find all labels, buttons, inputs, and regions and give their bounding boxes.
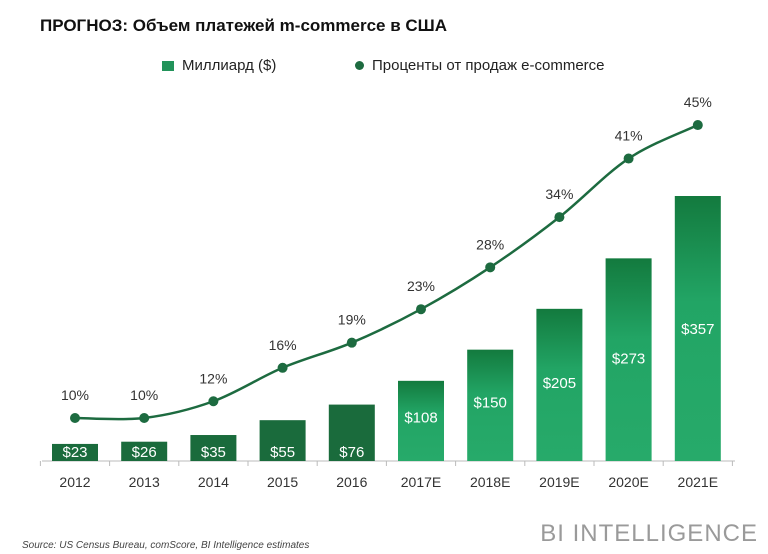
x-tick-label: 2020E — [608, 474, 648, 490]
brand-logo: BI INTELLIGENCE — [540, 520, 758, 547]
bar-2017E — [398, 380, 444, 461]
bar-2019E — [536, 308, 583, 461]
bar-label: $76 — [339, 444, 364, 461]
bar-label: $357 — [681, 321, 714, 338]
line-point — [139, 413, 150, 423]
line-point — [692, 120, 703, 131]
x-tick-label: 2019E — [539, 474, 579, 490]
line-label: 34% — [545, 186, 573, 202]
line-point — [208, 396, 219, 407]
legend-bar-label: Миллиард ($) — [182, 57, 277, 74]
bar-2021E — [674, 196, 721, 461]
line-label: 23% — [407, 278, 435, 294]
line-label: 16% — [269, 337, 297, 353]
line-label: 12% — [199, 370, 227, 386]
line-point — [554, 212, 565, 223]
x-tick-label: 2017E — [401, 474, 441, 490]
line-point — [416, 304, 426, 315]
line-label: 19% — [338, 312, 366, 328]
x-tick-label: 2021E — [678, 474, 718, 490]
bar-label: $26 — [132, 444, 157, 461]
bar-2012 — [52, 443, 98, 461]
line-point — [70, 413, 80, 423]
line-point — [485, 262, 496, 273]
bar-2020E — [605, 258, 652, 461]
series-line — [74, 123, 699, 421]
line-point — [623, 153, 634, 164]
bar-label: $35 — [201, 444, 226, 461]
line-label: 10% — [61, 387, 89, 403]
x-tick-label: 2018E — [470, 474, 510, 490]
legend-line-marker — [355, 61, 364, 70]
bar-label: $108 — [404, 410, 437, 427]
line-label: 10% — [130, 387, 158, 403]
chart-title: ПРОГНОЗ: Объем платежей m-commerce в США — [40, 16, 448, 35]
x-tick-label: 2012 — [59, 474, 90, 490]
line-label: 41% — [615, 128, 643, 144]
line-point — [277, 362, 288, 373]
x-tick-label: 2016 — [336, 474, 367, 490]
line-point — [346, 337, 357, 348]
legend-line-label: Проценты от продаж e-commerce — [372, 57, 605, 74]
x-tick-label: 2015 — [267, 474, 298, 490]
bar-2015 — [259, 420, 306, 461]
line-label: 45% — [684, 94, 712, 110]
line-label: 28% — [476, 236, 504, 252]
bar-2018E — [467, 349, 514, 461]
x-tick-label: 2013 — [129, 474, 160, 490]
bar-2013 — [121, 441, 168, 461]
bar-label: $273 — [612, 351, 645, 368]
x-tick-label: 2014 — [198, 474, 229, 490]
bar-2014 — [190, 435, 237, 461]
source-note: Source: US Census Bureau, comScore, BI I… — [22, 540, 310, 551]
bar-2016 — [328, 404, 375, 461]
bar-label: $55 — [270, 444, 295, 461]
bar-label: $205 — [543, 375, 576, 392]
legend-line: Проценты от продаж e-commerce — [355, 57, 605, 74]
bar-label: $23 — [62, 444, 87, 461]
bar-label: $150 — [474, 395, 507, 412]
legend-bar-swatch — [162, 60, 174, 71]
legend-bars: Миллиард ($) — [162, 57, 276, 74]
